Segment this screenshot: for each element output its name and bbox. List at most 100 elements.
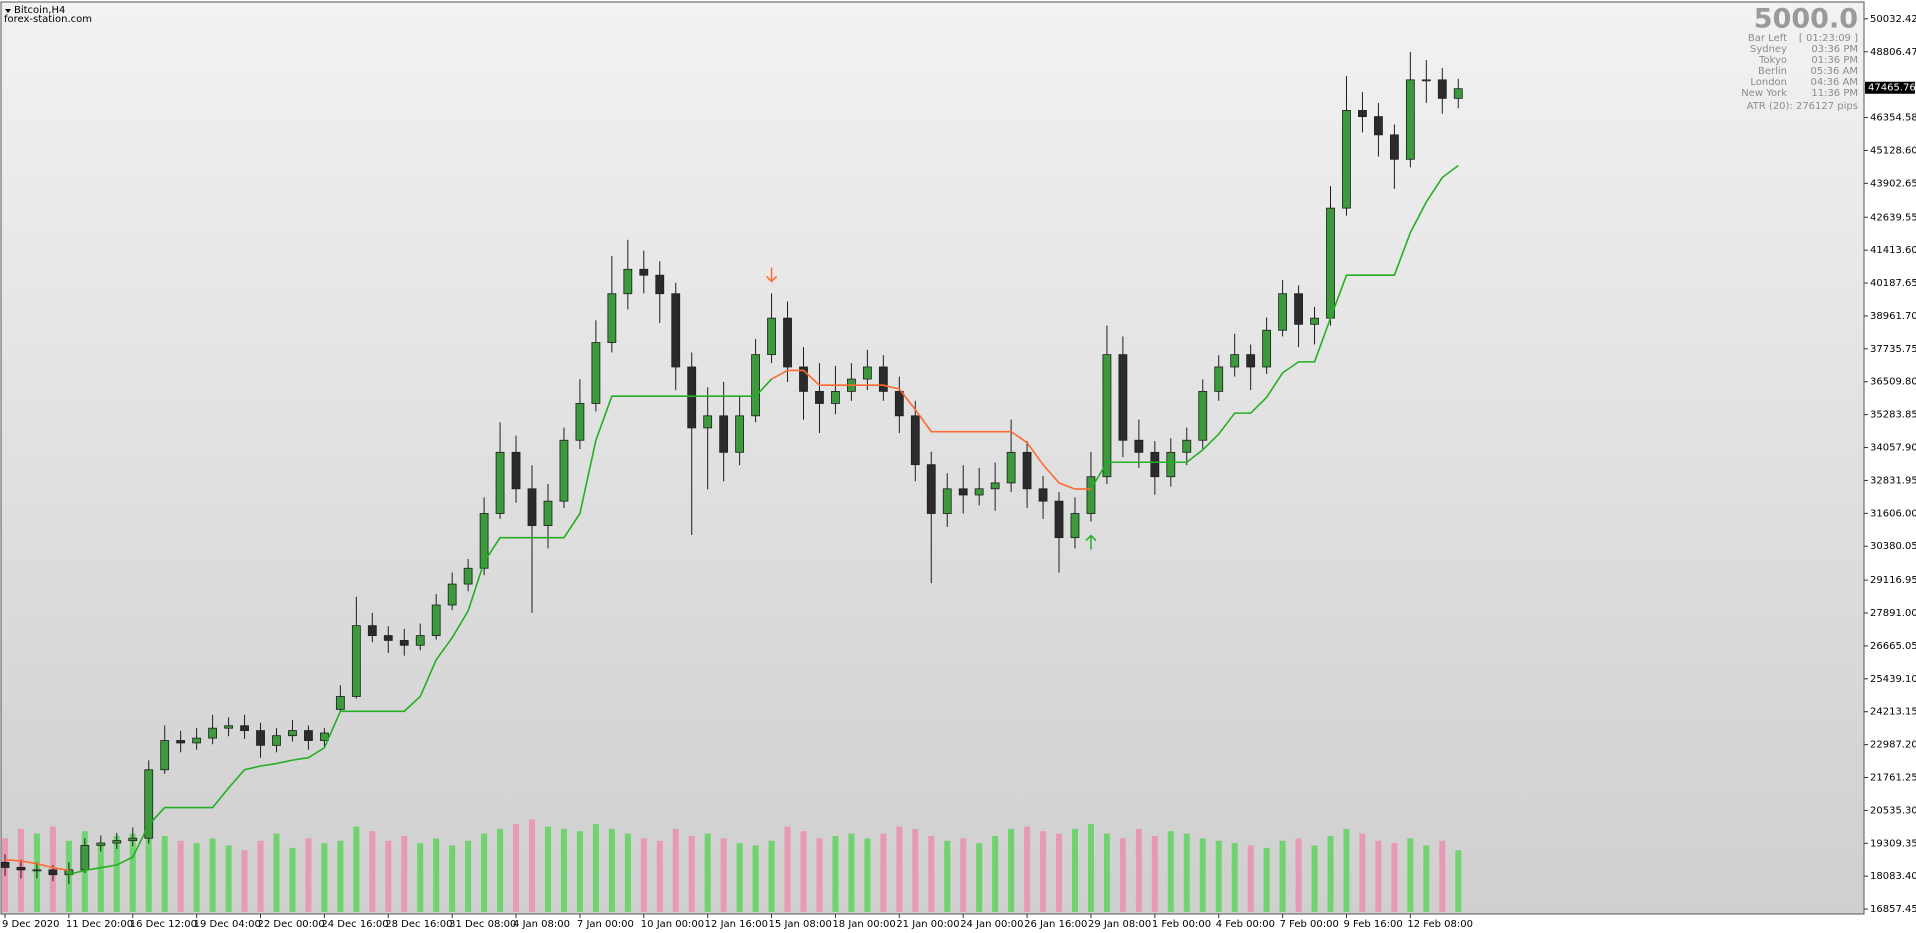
- candle-body: [176, 740, 186, 744]
- info-label: London: [1750, 77, 1787, 88]
- volume-bar: [624, 833, 631, 912]
- candle-body: [32, 869, 42, 872]
- candle-body: [799, 366, 808, 392]
- candle-body: [1150, 451, 1160, 478]
- candle-body: [1294, 293, 1303, 325]
- x-tick-label: 12 Feb 08:00: [1407, 919, 1473, 930]
- candle-body: [831, 391, 840, 404]
- support-line: [1090, 164, 1459, 490]
- y-tick-label: 20535.30: [1870, 805, 1916, 816]
- candle-body: [974, 488, 984, 496]
- volume-bar: [848, 833, 855, 912]
- x-tick-label: 24 Dec 16:00: [321, 919, 388, 930]
- y-tick-label: 50032.42: [1870, 14, 1916, 25]
- candle-body: [495, 451, 505, 514]
- y-tick-label: 42639.55: [1870, 212, 1916, 223]
- volume-bar: [1327, 836, 1334, 912]
- volume-bar: [433, 838, 440, 912]
- volume-bar: [736, 843, 743, 912]
- volume-bar: [1199, 838, 1206, 912]
- candle-body: [894, 391, 904, 417]
- x-tick-label: 7 Jan 00:00: [577, 919, 634, 930]
- y-tick-label: 34057.90: [1870, 443, 1916, 454]
- resistance-line: [4, 858, 70, 872]
- candle-body: [272, 735, 281, 746]
- volume-bar: [656, 840, 663, 912]
- candle-body: [1278, 293, 1287, 331]
- volume-bar: [497, 828, 504, 912]
- volume-bar: [640, 838, 647, 912]
- last-price-box: [1865, 81, 1915, 94]
- volume-bar: [1103, 833, 1110, 912]
- volume-bar: [688, 836, 695, 912]
- candle-body: [463, 567, 473, 585]
- volume-bar: [1391, 843, 1398, 912]
- volume-bar: [976, 843, 983, 912]
- volume-bar: [241, 850, 248, 912]
- volume-bar: [97, 843, 104, 912]
- volume-bar: [273, 833, 280, 912]
- volume-bar: [113, 836, 120, 912]
- candle-body: [1118, 354, 1128, 441]
- x-tick-label: 12 Jan 16:00: [705, 919, 768, 930]
- candle-body: [990, 482, 1000, 490]
- candle-body: [1405, 79, 1415, 160]
- volume-bar: [145, 828, 152, 912]
- candle-body: [447, 583, 457, 606]
- info-value: 11:36 PM: [1811, 88, 1858, 99]
- candle-body: [1054, 500, 1064, 539]
- candle-body: [48, 869, 58, 876]
- candle-body: [1389, 134, 1399, 160]
- candle-body: [1134, 439, 1144, 453]
- y-tick-label: 36509.80: [1870, 377, 1916, 388]
- x-tick-label: 7 Feb 00:00: [1280, 919, 1339, 930]
- candle-body: [351, 625, 361, 697]
- x-tick-label: 26 Jan 16:00: [1024, 919, 1087, 930]
- x-tick-label: 11 Dec 20:00: [66, 919, 133, 930]
- candle-body: [543, 500, 553, 526]
- candle-body: [862, 366, 872, 380]
- y-tick-label: 30380.05: [1870, 541, 1916, 552]
- symbol-menu-icon[interactable]: [5, 9, 11, 13]
- candle-body: [367, 625, 377, 636]
- chart-title: Bitcoin,H4: [14, 5, 65, 16]
- candle-body: [655, 274, 665, 295]
- y-tick-label: 29116.95: [1870, 575, 1916, 586]
- volume-bar: [449, 845, 456, 912]
- volume-bar: [401, 836, 408, 912]
- candle-body: [96, 842, 106, 846]
- volume-bar: [177, 840, 184, 912]
- candle-body: [815, 391, 824, 404]
- info-big: 5000.0: [1754, 4, 1858, 35]
- y-tick-label: 48806.47: [1870, 47, 1916, 58]
- volume-bar: [225, 845, 232, 912]
- x-tick-label: 15 Jan 08:00: [769, 919, 832, 930]
- y-tick-label: 22987.20: [1870, 740, 1916, 751]
- candle-body: [1310, 317, 1319, 325]
- volume-bar: [1008, 828, 1015, 912]
- info-value: 03:36 PM: [1811, 44, 1858, 55]
- candle-body: [1230, 354, 1240, 368]
- x-tick-label: 4 Feb 00:00: [1216, 919, 1275, 930]
- volume-bar: [800, 831, 807, 912]
- volume-bar: [1231, 843, 1238, 912]
- candle-body: [511, 451, 521, 490]
- candle-body: [1070, 513, 1080, 539]
- info-label: Sydney: [1750, 44, 1787, 55]
- volume-bar: [321, 843, 328, 912]
- x-tick-label: 28 Dec 16:00: [385, 919, 452, 930]
- candle-body: [1166, 451, 1176, 478]
- candle-body: [144, 769, 154, 839]
- volume-bar: [1119, 838, 1126, 912]
- volume-bar: [944, 840, 951, 912]
- candle-body: [1214, 366, 1224, 392]
- y-tick-label: 25439.10: [1870, 674, 1916, 685]
- x-tick-label: 24 Jan 00:00: [960, 919, 1023, 930]
- candle-body: [304, 730, 313, 741]
- y-tick-label: 38961.70: [1870, 311, 1916, 322]
- info-value: 01:36 PM: [1811, 55, 1858, 66]
- candle-body: [1342, 110, 1351, 209]
- volume-bar: [193, 843, 200, 912]
- candle-body: [623, 268, 633, 295]
- volume-bar: [608, 828, 615, 912]
